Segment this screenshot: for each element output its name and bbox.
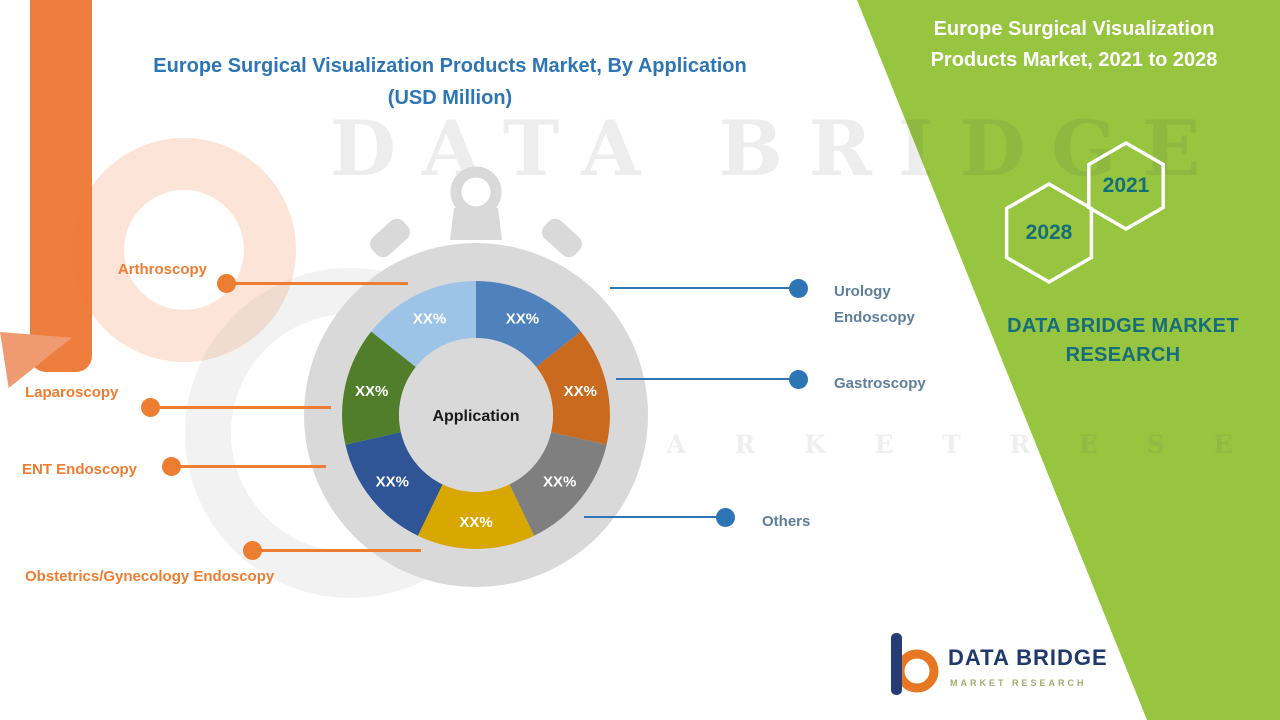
watermark-subtext: M A R K E T R E S E A R C H: [590, 430, 1280, 459]
donut-center-label: Application: [432, 408, 519, 425]
callout-dot: [243, 541, 262, 560]
logo-wordmark: DATA BRIDGE: [948, 645, 1108, 670]
callout-label-obgyn-endoscopy: Obstetrics/Gynecology Endoscopy: [25, 568, 275, 585]
panel-brand-text: DATA BRIDGE MARKET RESEARCH: [958, 312, 1280, 370]
panel-title: Europe Surgical Visualization Products M…: [876, 14, 1272, 76]
callout-label-others: Others: [762, 513, 811, 530]
donut-segment-5: [342, 331, 416, 445]
callout-dot: [141, 398, 160, 417]
callout-dot: [162, 457, 181, 476]
callout-line: [259, 549, 421, 552]
data-bridge-logo-icon: [891, 633, 939, 695]
stopwatch-handle-ring: [450, 166, 502, 218]
donut-segment-0: [476, 281, 581, 367]
callout-dot: [789, 370, 808, 389]
donut-segment-value-label: XX%: [543, 474, 576, 491]
callout-line: [233, 282, 408, 285]
logo-subtitle: MARKET RESEARCH: [950, 678, 1087, 688]
callout-line: [178, 465, 326, 468]
donut-segments: XX% XX% XX% XX% XX% XX% XX%: [342, 281, 610, 549]
panel-brand-line1: DATA BRIDGE MARKET: [1007, 315, 1239, 337]
callout-label-laparoscopy: Laparoscopy: [25, 384, 119, 401]
donut-segment-value-label: XX%: [355, 383, 388, 400]
donut-segment-6: [371, 281, 476, 367]
hexagon-2021: [1087, 140, 1165, 232]
panel-brand-line2: RESEARCH: [1065, 344, 1181, 366]
donut-segment-2: [509, 432, 607, 536]
callout-line: [584, 516, 718, 518]
donut-center-circle: [399, 338, 553, 492]
year-hexagons: [1004, 140, 1165, 285]
chart-title: Europe Surgical Visualization Products M…: [85, 50, 815, 114]
stopwatch-donut-chart: XX% XX% XX% XX% XX% XX% XX% Application: [304, 166, 648, 587]
donut-segment-value-label: XX%: [376, 474, 409, 491]
callout-label-gastroscopy: Gastroscopy: [834, 375, 926, 392]
callout-label-ent-endoscopy: ENT Endoscopy: [22, 461, 138, 478]
brand-b-bar-decoration: [30, 0, 92, 372]
chart-title-line1: Europe Surgical Visualization Products M…: [153, 55, 747, 77]
stopwatch-left-lug: [370, 218, 410, 258]
year-2021-label: 2021: [1102, 174, 1150, 197]
callout-line: [157, 406, 331, 409]
callout-dot: [789, 279, 808, 298]
watermark-text: DATA BRIDGE: [330, 104, 1227, 193]
stopwatch-right-lug: [542, 218, 582, 258]
stopwatch-crown: [450, 208, 502, 240]
donut-segment-value-label: XX%: [413, 311, 446, 328]
logo-stem: [891, 633, 902, 695]
donut-segment-4: [345, 432, 443, 536]
chart-title-line2: (USD Million): [387, 87, 513, 109]
callout-label-urology-endoscopy: Urology Endoscopy: [834, 283, 915, 326]
callout-label-arthroscopy: Arthroscopy: [117, 261, 207, 278]
callout-dot: [716, 508, 735, 527]
callout-line: [616, 378, 791, 380]
donut-segment-value-label: XX%: [564, 383, 597, 400]
donut-segment-value-label: XX%: [459, 514, 492, 531]
callout-line: [610, 287, 791, 289]
panel-title-line2: Products Market, 2021 to 2028: [930, 49, 1218, 71]
panel-title-line1: Europe Surgical Visualization: [933, 18, 1215, 40]
logo-bowl: [895, 649, 939, 693]
callout-dot: [217, 274, 236, 293]
donut-segment-1: [536, 331, 610, 445]
donut-segment-value-label: XX%: [506, 311, 539, 328]
donut-segment-3: [417, 484, 535, 549]
year-2028-label: 2028: [1025, 221, 1073, 244]
